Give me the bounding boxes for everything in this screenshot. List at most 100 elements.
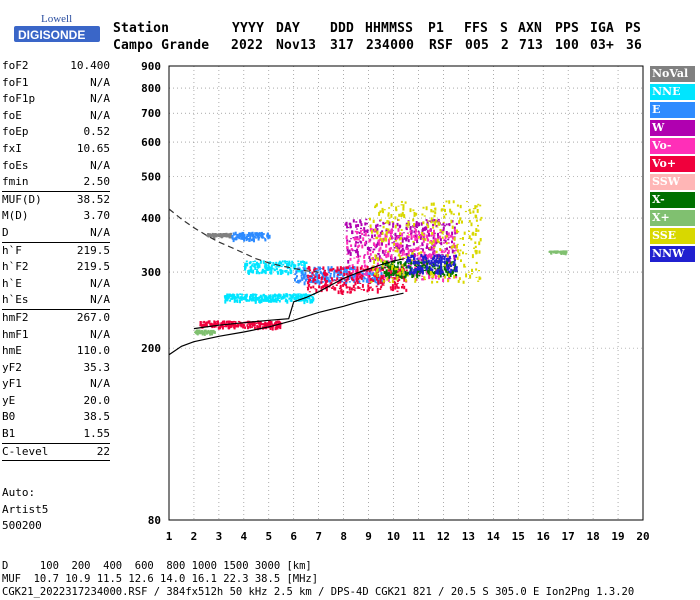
echo-point	[438, 220, 441, 222]
echo-point	[383, 275, 386, 279]
echo-point	[448, 255, 451, 260]
echo-point	[236, 233, 239, 238]
header-label: HHMMSS	[365, 21, 414, 36]
echo-point	[391, 237, 394, 239]
echo-point	[344, 270, 347, 273]
echo-point	[302, 269, 305, 271]
echo-point	[356, 269, 359, 272]
echo-point	[424, 264, 427, 268]
echo-point	[406, 235, 409, 237]
echo-point	[374, 204, 377, 208]
echo-point	[439, 271, 442, 276]
echo-point	[313, 269, 316, 272]
parameter-value: 267.0	[76, 310, 110, 324]
echo-point	[355, 250, 358, 254]
y-tick-label: 300	[141, 266, 161, 279]
echo-point	[396, 222, 399, 227]
echo-point	[474, 245, 477, 248]
echo-point	[371, 277, 374, 281]
echo-point	[404, 262, 407, 265]
echo-point	[394, 267, 397, 271]
echo-point	[301, 260, 304, 264]
echo-point	[439, 232, 441, 234]
echo-point	[267, 268, 270, 271]
echo-point	[414, 265, 417, 269]
echo-point	[284, 270, 287, 272]
echo-point	[405, 269, 408, 272]
echo-point	[278, 300, 281, 303]
echo-point	[401, 267, 403, 271]
parameter-row: M(D) 3.70	[2, 208, 110, 225]
echo-point	[236, 299, 239, 303]
echo-point	[385, 269, 388, 274]
echo-point	[242, 296, 245, 301]
echo-point	[294, 264, 297, 267]
echo-point	[280, 271, 283, 275]
echo-point	[337, 281, 340, 285]
echo-point	[350, 277, 353, 280]
echo-point	[329, 274, 332, 279]
echo-point	[314, 278, 317, 281]
echo-point	[411, 275, 414, 278]
echo-point	[279, 269, 282, 271]
echo-point	[444, 208, 446, 213]
echo-point	[422, 278, 425, 281]
x-tick-label: 14	[487, 530, 501, 543]
echo-point	[276, 270, 279, 273]
echo-point	[263, 323, 266, 326]
echo-point	[453, 228, 456, 232]
echo-point	[275, 294, 278, 297]
echo-point	[390, 274, 392, 278]
echo-point	[348, 264, 351, 268]
echo-point	[421, 267, 424, 270]
echo-point	[368, 239, 371, 243]
echo-point	[211, 234, 214, 237]
echo-point	[406, 232, 409, 234]
echo-point	[410, 262, 413, 264]
echo-point	[445, 258, 448, 261]
echo-point	[253, 322, 256, 327]
echo-point	[396, 270, 399, 275]
echo-point	[285, 271, 287, 273]
echo-point	[470, 222, 473, 227]
echo-point	[402, 207, 405, 211]
echo-point	[256, 234, 259, 238]
echo-point	[345, 278, 348, 283]
echo-point	[341, 291, 344, 295]
echo-point	[409, 249, 412, 252]
echo-point	[446, 247, 448, 251]
echo-point	[479, 277, 482, 280]
echo-point	[358, 287, 361, 289]
echo-point	[277, 262, 280, 267]
echo-point	[448, 277, 451, 280]
echo-point	[216, 233, 219, 236]
echo-point	[428, 273, 431, 275]
echo-point	[349, 224, 352, 229]
echo-point	[308, 297, 311, 299]
echo-point	[234, 296, 237, 300]
echo-point	[387, 214, 390, 217]
echo-point	[440, 265, 443, 270]
echo-point	[348, 271, 351, 275]
echo-point	[266, 232, 269, 235]
auto-line: Artist5	[2, 502, 49, 516]
echo-point	[285, 269, 288, 272]
echo-point	[463, 263, 466, 268]
echo-point	[297, 293, 300, 298]
echo-point	[423, 259, 426, 261]
echo-point	[381, 232, 384, 235]
echo-point	[376, 289, 379, 294]
echo-point	[448, 259, 451, 264]
echo-point	[449, 264, 452, 267]
echo-point	[238, 236, 241, 240]
echo-point	[405, 228, 408, 231]
echo-point	[401, 247, 404, 251]
echo-point	[321, 281, 324, 283]
echo-point	[346, 239, 349, 242]
echo-point	[203, 320, 206, 324]
echo-point	[300, 274, 303, 277]
echo-point	[434, 275, 437, 280]
echo-point	[446, 253, 449, 258]
echo-point	[246, 237, 249, 240]
echo-point	[426, 245, 428, 249]
